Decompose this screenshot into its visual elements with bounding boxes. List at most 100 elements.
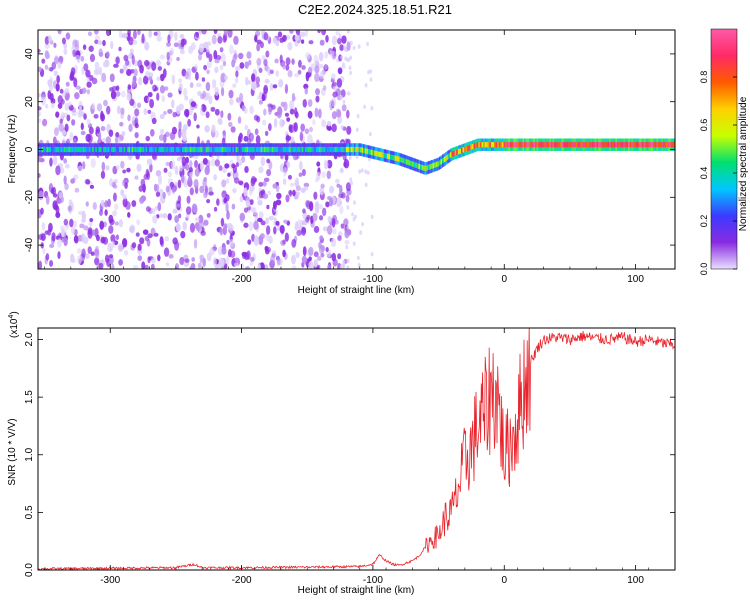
noise-speck [113, 192, 117, 202]
noise-speck [273, 226, 277, 235]
noise-speck [263, 32, 269, 41]
ridge-core [596, 142, 599, 148]
noise-speck [364, 83, 368, 88]
noise-speck [313, 191, 318, 200]
noise-speck [279, 118, 285, 128]
ridge-core [54, 146, 57, 153]
ridge-core [311, 146, 314, 153]
noise-speck [118, 46, 122, 52]
noise-speck [151, 257, 156, 264]
noise-speck [243, 107, 248, 114]
ridge-core [126, 146, 130, 153]
noise-speck [314, 107, 319, 118]
noise-speck [324, 51, 329, 59]
colorbar-tick-label: 0.0 [699, 263, 709, 276]
noise-speck [127, 30, 131, 37]
ridge-core [505, 142, 508, 148]
noise-speck [343, 218, 349, 227]
noise-speck [289, 30, 294, 34]
noise-speck [107, 198, 111, 208]
ridge-core [218, 146, 221, 153]
ridge-core [489, 142, 492, 148]
noise-speck [218, 165, 223, 172]
noise-speck [331, 252, 337, 262]
ridge-core [626, 142, 629, 148]
ridge-core [100, 146, 103, 153]
noise-speck [119, 68, 124, 74]
ridge-core [95, 146, 98, 153]
ridge-core [81, 146, 84, 153]
noise-speck [153, 31, 158, 36]
ridge-core [55, 146, 59, 153]
noise-speck [78, 100, 83, 109]
noise-speck [111, 85, 118, 92]
noise-speck [217, 36, 223, 44]
snr-plot-frame [37, 327, 676, 571]
noise-speck [95, 126, 101, 134]
noise-speck [318, 204, 323, 210]
noise-speck [286, 161, 291, 169]
noise-speck [349, 55, 353, 60]
x-tick-label: -200 [232, 575, 252, 586]
y-tick-label: -40 [24, 237, 35, 252]
noise-speck [59, 118, 63, 125]
ridge-core [163, 146, 166, 153]
noise-speck [81, 87, 87, 94]
noise-speck [253, 220, 259, 230]
ridge-core [297, 146, 300, 153]
ridge-core [278, 146, 281, 153]
noise-speck [121, 131, 126, 137]
noise-speck [208, 186, 213, 193]
noise-speck [260, 220, 266, 226]
noise-speck [88, 45, 94, 52]
noise-speck [38, 190, 44, 201]
noise-speck [202, 104, 207, 113]
noise-speck [285, 194, 290, 203]
noise-speck [283, 101, 288, 112]
noise-speck [142, 75, 149, 85]
noise-speck [178, 121, 182, 132]
noise-speck [274, 58, 279, 64]
noise-speck [85, 201, 89, 207]
noise-speck [174, 241, 180, 251]
ridge-core [385, 153, 388, 159]
noise-speck [108, 254, 114, 259]
ridge-core [158, 146, 161, 153]
ridge-core [639, 142, 642, 148]
noise-speck [70, 225, 76, 235]
ridge-core [208, 146, 212, 153]
ridge-core [427, 164, 431, 171]
noise-speck [264, 78, 270, 84]
noise-speck [94, 68, 100, 76]
noise-speck [70, 253, 75, 263]
noise-speck [167, 92, 173, 98]
noise-speck [305, 216, 310, 223]
noise-speck [224, 163, 230, 169]
ridge-core [202, 146, 205, 153]
noise-speck [189, 82, 194, 89]
noise-speck [321, 119, 327, 128]
noise-speck [300, 39, 305, 44]
ridge-core [512, 142, 516, 148]
ridge-core [410, 160, 413, 167]
noise-speck [42, 118, 48, 127]
noise-speck [339, 44, 344, 52]
ridge-core [494, 142, 497, 148]
ridge-core [616, 142, 620, 148]
noise-speck [124, 182, 128, 190]
ridge-core [415, 162, 418, 168]
ridge-core [120, 146, 123, 153]
noise-speck [346, 109, 350, 119]
noise-speck [331, 217, 336, 228]
noise-speck [85, 69, 91, 78]
noise-speck [243, 207, 248, 213]
noise-speck [49, 157, 53, 167]
ridge-core [270, 146, 273, 153]
ridge-core [673, 142, 675, 148]
noise-speck [359, 230, 363, 235]
ridge-core [104, 146, 108, 153]
noise-speck [212, 79, 217, 89]
ridge-core [216, 146, 220, 153]
colorbar-ticks: 0.0 0.2 0.4 0.6 0.8 [699, 71, 737, 276]
noise-speck [184, 71, 189, 80]
